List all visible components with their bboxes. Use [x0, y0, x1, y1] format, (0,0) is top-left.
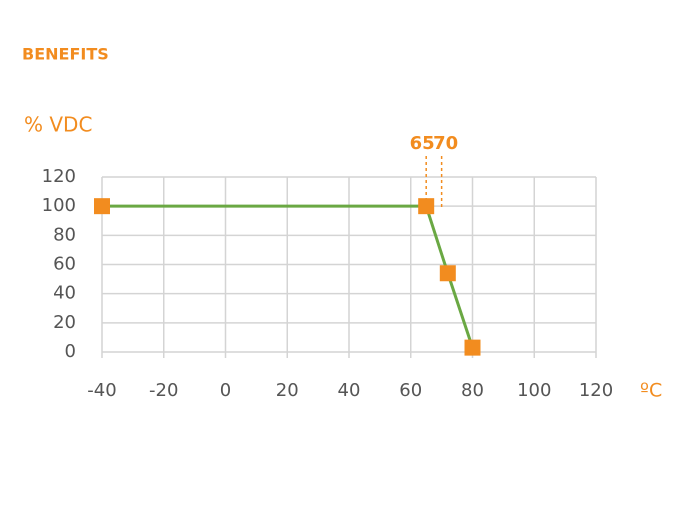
annotation-label: 70 [433, 133, 458, 154]
x-tick-label: 120 [579, 380, 613, 401]
y-tick-label: 20 [53, 312, 76, 333]
annotation-label: 65 [410, 133, 435, 154]
x-tick-label: 20 [276, 380, 299, 401]
y-tick-label: 40 [53, 283, 76, 304]
x-tick-label: 80 [461, 380, 484, 401]
marker [94, 198, 110, 215]
x-tick-label: -20 [149, 380, 178, 401]
y-axis-label: % VDC [24, 113, 92, 137]
line [102, 204, 474, 349]
marker [418, 198, 435, 215]
marker [464, 339, 481, 356]
y-tick-label: 0 [65, 341, 76, 362]
x-axis-label: ºC [640, 380, 662, 402]
y-tick-label: 120 [42, 166, 76, 187]
x-tick-label: 100 [517, 380, 551, 401]
x-tick-label: 0 [220, 380, 231, 401]
chart-title: BENEFITS [22, 45, 109, 64]
x-tick-label: -40 [87, 380, 116, 401]
y-tick-label: 60 [53, 254, 76, 275]
x-tick-label: 40 [338, 380, 361, 401]
x-tick-label: 60 [399, 380, 422, 401]
marker [439, 265, 456, 282]
y-tick-label: 80 [53, 224, 76, 245]
y-tick-label: 100 [42, 195, 76, 216]
